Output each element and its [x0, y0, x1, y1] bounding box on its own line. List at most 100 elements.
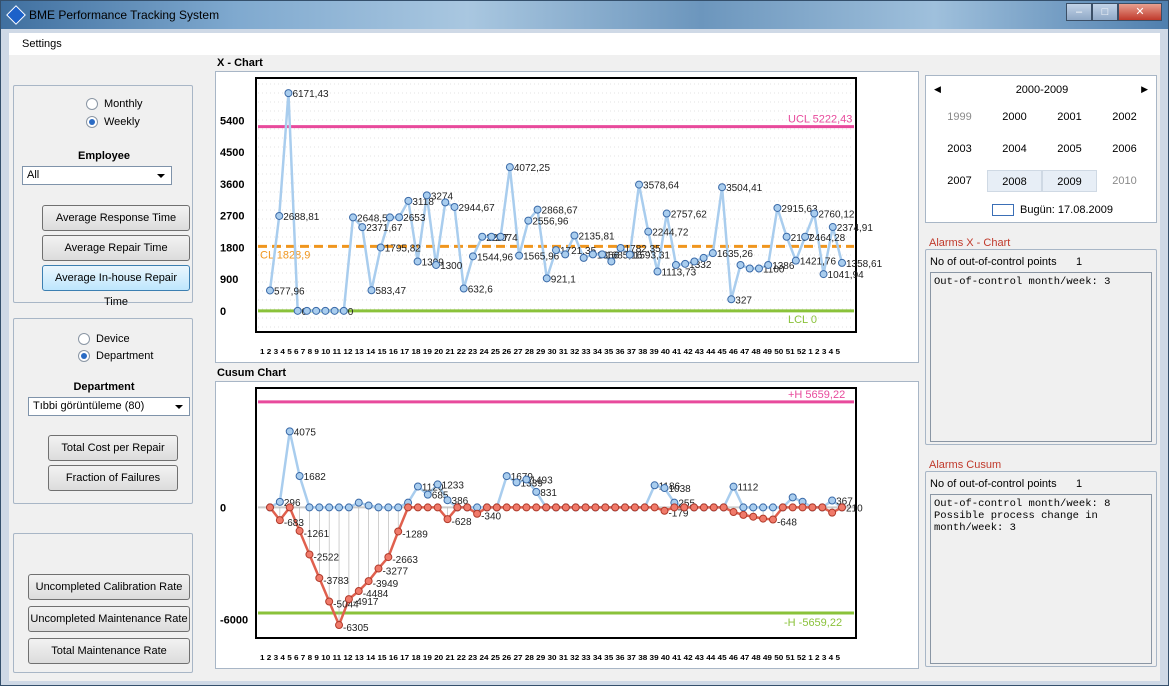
cusum-pos-point[interactable]: [650, 481, 659, 490]
cusum-neg-point[interactable]: [315, 573, 324, 582]
xchart-point[interactable]: [330, 306, 339, 315]
xchart-point[interactable]: [312, 306, 321, 315]
xchart-point[interactable]: [625, 250, 634, 259]
cusum-neg-point[interactable]: [739, 510, 748, 519]
calendar-year-1999[interactable]: 1999: [947, 111, 972, 123]
cusum-pos-point[interactable]: [522, 475, 531, 484]
cusum-pos-point[interactable]: [335, 503, 344, 512]
cusum-neg-point[interactable]: [581, 503, 590, 512]
xchart-point[interactable]: [653, 267, 662, 276]
cusum-neg-point[interactable]: [275, 516, 284, 525]
cusum-pos-point[interactable]: [305, 503, 314, 512]
cusum-neg-point[interactable]: [492, 503, 501, 512]
xchart-point[interactable]: [662, 209, 671, 218]
xchart-point[interactable]: [515, 251, 524, 260]
xchart-point[interactable]: [422, 191, 431, 200]
cusum-neg-point[interactable]: [542, 503, 551, 512]
xchart-point[interactable]: [838, 258, 846, 267]
xchart-point[interactable]: [690, 257, 699, 266]
cusum-neg-point[interactable]: [344, 595, 353, 604]
minimize-icon[interactable]: –: [1066, 3, 1092, 21]
cusum-neg-point[interactable]: [670, 503, 679, 512]
cusum-neg-point[interactable]: [384, 553, 393, 562]
cusum-neg-point[interactable]: [719, 503, 728, 512]
cusum-pos-point[interactable]: [532, 487, 541, 496]
cusum-neg-point[interactable]: [690, 503, 699, 512]
fraction-of-failures-button[interactable]: Fraction of Failures: [48, 465, 178, 491]
cusum-neg-point[interactable]: [502, 503, 511, 512]
xchart-point[interactable]: [718, 183, 727, 192]
calendar-year-2004[interactable]: 2004: [1002, 143, 1027, 155]
cusum-neg-point[interactable]: [335, 621, 344, 630]
cusum-neg-point[interactable]: [768, 515, 777, 524]
weekly-radio[interactable]: Weekly: [86, 116, 140, 128]
xchart-point[interactable]: [441, 198, 450, 207]
xchart-point[interactable]: [367, 286, 376, 295]
xchart-point[interactable]: [385, 213, 394, 222]
cusum-neg-point[interactable]: [571, 503, 580, 512]
cusum-neg-point[interactable]: [295, 526, 304, 535]
cusum-neg-point[interactable]: [305, 550, 314, 559]
cusum-neg-point[interactable]: [709, 503, 718, 512]
cusum-neg-point[interactable]: [482, 503, 491, 512]
cusum-neg-point[interactable]: [532, 503, 541, 512]
cusum-pos-point[interactable]: [325, 503, 334, 512]
cusum-neg-point[interactable]: [838, 503, 846, 512]
cusum-pos-point[interactable]: [749, 503, 758, 512]
xchart-point[interactable]: [745, 264, 754, 273]
xchart-point[interactable]: [275, 211, 284, 220]
title-bar[interactable]: BME Performance Tracking System – □ ✕: [1, 1, 1168, 29]
xchart-point[interactable]: [736, 260, 745, 269]
xchart-point[interactable]: [505, 163, 514, 172]
xchart-point[interactable]: [708, 249, 717, 258]
cusum-neg-point[interactable]: [285, 503, 294, 512]
cusum-neg-point[interactable]: [788, 503, 797, 512]
xchart-point[interactable]: [284, 89, 293, 98]
xchart-point[interactable]: [432, 260, 441, 269]
calendar-year-2000[interactable]: 2000: [1002, 111, 1027, 123]
cusum-pos-point[interactable]: [729, 482, 738, 491]
cusum-neg-point[interactable]: [413, 503, 422, 512]
calendar-year-2003[interactable]: 2003: [947, 143, 972, 155]
cusum-pos-point[interactable]: [660, 484, 669, 493]
cusum-neg-point[interactable]: [699, 503, 708, 512]
cusum-neg-point[interactable]: [611, 503, 620, 512]
cusum-neg-point[interactable]: [591, 503, 600, 512]
calendar-year-2005[interactable]: 2005: [1057, 143, 1082, 155]
xchart-point[interactable]: [376, 243, 385, 252]
cusum-neg-point[interactable]: [266, 503, 274, 512]
cusum-neg-point[interactable]: [325, 597, 334, 606]
cusum-pos-point[interactable]: [413, 482, 422, 491]
cusum-pos-point[interactable]: [364, 501, 373, 510]
cusum-neg-point[interactable]: [818, 503, 827, 512]
cusum-pos-point[interactable]: [828, 496, 837, 505]
total-maintenance-rate-button[interactable]: Total Maintenance Rate: [28, 638, 190, 664]
xchart-point[interactable]: [791, 256, 800, 265]
xchart-point[interactable]: [321, 306, 330, 315]
calendar-next-icon[interactable]: ▶: [1141, 84, 1148, 94]
total-cost-per-repair-button[interactable]: Total Cost per Repair: [48, 435, 178, 461]
cusum-pos-point[interactable]: [295, 472, 304, 481]
menu-settings[interactable]: Settings: [22, 38, 62, 50]
cusum-neg-point[interactable]: [660, 506, 669, 515]
cusum-neg-point[interactable]: [808, 503, 817, 512]
maximize-icon[interactable]: □: [1092, 3, 1118, 21]
calendar-year-2008[interactable]: 2008: [987, 170, 1042, 192]
xchart-point[interactable]: [607, 257, 616, 266]
xchart-point[interactable]: [699, 253, 708, 262]
xchart-point[interactable]: [524, 216, 533, 225]
cusum-neg-point[interactable]: [640, 503, 649, 512]
xchart-point[interactable]: [801, 232, 810, 241]
xchart-point[interactable]: [598, 250, 607, 259]
cusum-neg-point[interactable]: [759, 514, 768, 523]
calendar-header[interactable]: 2000-2009: [1015, 84, 1069, 96]
calendar-year-2006[interactable]: 2006: [1112, 143, 1137, 155]
xchart-point[interactable]: [588, 250, 597, 259]
cusum-neg-point[interactable]: [443, 515, 452, 524]
cusum-pos-point[interactable]: [275, 497, 284, 506]
cusum-neg-point[interactable]: [798, 503, 807, 512]
cusum-neg-point[interactable]: [364, 577, 373, 586]
xchart-point[interactable]: [810, 209, 819, 218]
close-icon[interactable]: ✕: [1118, 3, 1162, 21]
xchart-point[interactable]: [570, 231, 579, 240]
